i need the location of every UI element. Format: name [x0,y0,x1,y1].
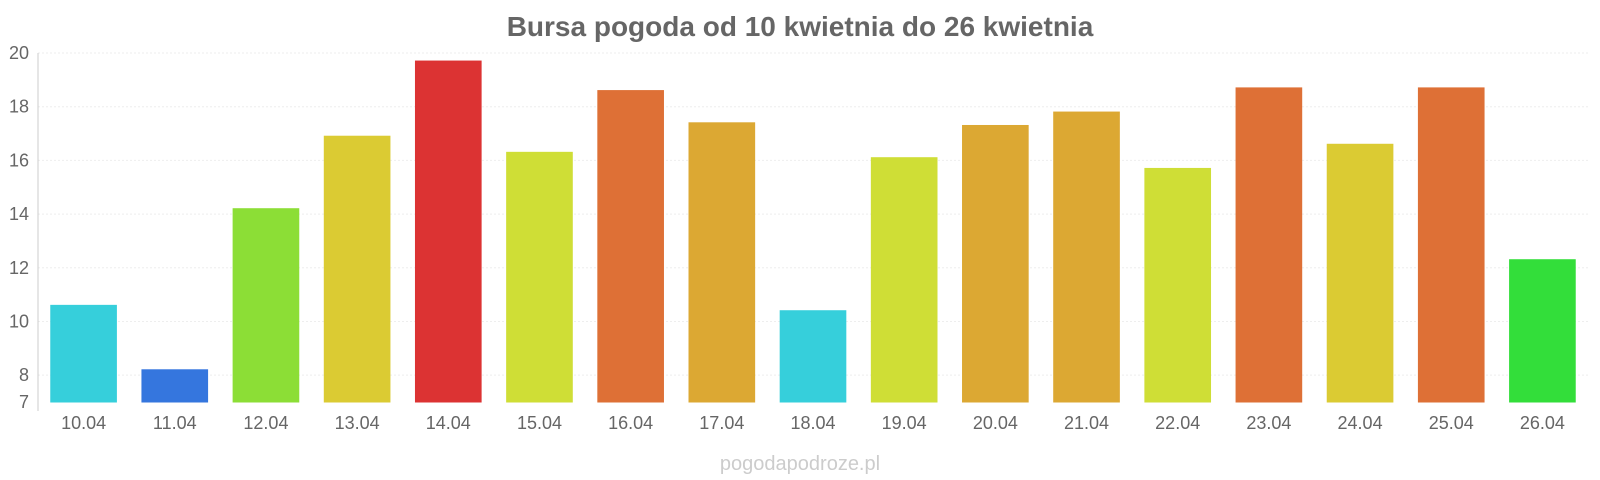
x-tick-label: 18.04 [790,413,835,433]
y-tick-label: 7 [19,392,29,412]
bar-20.04 [962,124,1029,403]
x-tick-label: 15.04 [517,413,562,433]
x-tick-label: 10.04 [61,413,106,433]
bar-22.04 [1144,167,1212,403]
y-tick-label: 18 [9,97,29,117]
bar-21.04 [1053,111,1120,403]
bar-12.04 [232,208,300,403]
y-tick-label: 10 [9,311,29,331]
x-tick-label: 20.04 [973,413,1018,433]
x-tick-label: 24.04 [1338,413,1383,433]
bar-10.04 [50,304,117,403]
x-tick-label: 13.04 [335,413,380,433]
x-tick-label: 14.04 [426,413,471,433]
bar-24.04 [1326,143,1394,403]
bar-13.04 [323,135,391,403]
bar-17.04 [688,122,756,403]
x-tick-label: 12.04 [243,413,288,433]
y-tick-label: 16 [9,150,29,170]
y-tick-label: 14 [9,204,29,224]
bar-18.04 [779,310,847,403]
bar-23.04 [1235,87,1303,403]
bar-16.04 [597,90,664,403]
x-tick-label: 25.04 [1429,413,1474,433]
y-tick-label: 20 [9,43,29,63]
x-tick-labels: 10.04 11.04 12.04 13.04 14.04 15.04 16.04 17.04… [61,413,1565,433]
bar-19.04 [870,157,938,403]
x-tick-label: 17.04 [699,413,744,433]
x-tick-label: 26.04 [1520,413,1565,433]
bars [50,60,1576,403]
chart-title: Bursa pogoda od 10 kwietnia do 26 kwietn… [507,11,1094,42]
y-tick-labels: 7 8 10 12 14 16 18 20 [9,43,29,412]
bar-14.04 [414,60,482,403]
x-tick-label: 23.04 [1246,413,1291,433]
bar-26.04 [1509,259,1576,403]
bar-25.04 [1417,87,1485,403]
bar-15.04 [506,151,573,403]
x-tick-label: 21.04 [1064,413,1109,433]
y-tick-label: 8 [19,365,29,385]
x-tick-label: 22.04 [1155,413,1200,433]
x-tick-label: 16.04 [608,413,653,433]
x-tick-label: 19.04 [882,413,927,433]
watermark-text: pogodapodroze.pl [720,453,880,475]
x-tick-label: 11.04 [153,413,197,433]
bar-11.04 [141,369,209,403]
y-tick-label: 12 [9,258,29,278]
